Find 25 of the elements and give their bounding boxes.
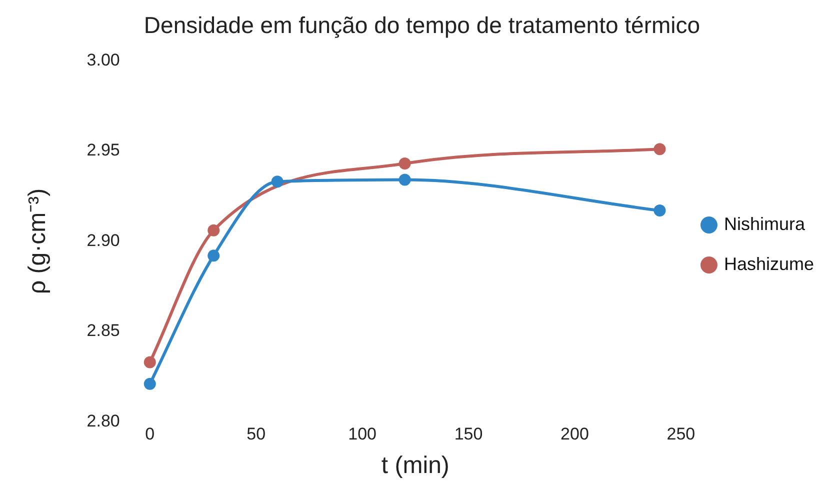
point (144, 356, 156, 368)
x-tick-label: 0 (145, 424, 155, 444)
y-tick-label: 2.80 (86, 411, 120, 430)
legend-label: Hashizume (724, 254, 814, 274)
y-tick-label: 2.95 (86, 140, 120, 160)
point (654, 204, 666, 216)
x-tick-label: 200 (560, 424, 589, 444)
point (271, 176, 284, 188)
y-tick-label: 3.00 (86, 50, 120, 70)
x-axis-title: t (min) (381, 452, 450, 480)
y-axis-title: ρ (g·cm⁻³) (24, 188, 52, 294)
y-tick-label: 2.85 (86, 321, 120, 340)
y-tick-label: 2.90 (86, 230, 120, 250)
point (398, 174, 411, 186)
point (398, 158, 411, 170)
x-tick-label: 50 (246, 424, 266, 444)
point (208, 224, 220, 236)
point (208, 250, 220, 262)
chart-title: Densidade em função do tempo de tratamento térmico (144, 12, 700, 38)
x-tick-label: 100 (348, 424, 377, 444)
x-tick-label: 150 (454, 424, 483, 444)
point (144, 378, 156, 390)
point (654, 143, 666, 156)
x-tick-label: 250 (666, 424, 696, 444)
legend-label: Nishimura (724, 214, 806, 234)
